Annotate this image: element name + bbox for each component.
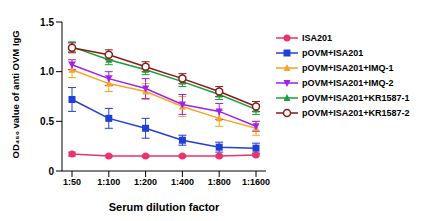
html-text:pOVM+ISA201+KR1587-2: pOVM+ISA201+KR1587-2 [302,107,410,118]
svg-text:1:1600: 1:1600 [242,177,270,187]
svg-text:1:400: 1:400 [171,177,194,187]
html-text:pOVM+ISA201+IMQ-2: pOVM+ISA201+IMQ-2 [302,77,394,88]
html-text:pOVM+ISA201+IMQ-1: pOVM+ISA201+IMQ-1 [302,62,394,73]
html-text:pOVM+ISA201: pOVM+ISA201 [302,47,364,58]
svg-text:0: 0 [48,166,54,177]
svg-text:OD₄₅₀ value of anti OVM IgG: OD₄₅₀ value of anti OVM IgG [10,30,21,158]
svg-text:Serum dilution factor: Serum dilution factor [109,201,220,213]
html-text:pOVM+ISA201+KR1587-1: pOVM+ISA201+KR1587-1 [302,92,410,103]
svg-text:1:50: 1:50 [63,177,81,187]
svg-text:1:800: 1:800 [208,177,231,187]
svg-text:0.5: 0.5 [40,116,54,127]
svg-text:1.5: 1.5 [40,17,54,28]
svg-text:1.0: 1.0 [40,66,54,77]
svg-text:1:200: 1:200 [134,177,157,187]
html-text:ISA201: ISA201 [302,32,332,43]
svg-text:1:100: 1:100 [97,177,120,187]
